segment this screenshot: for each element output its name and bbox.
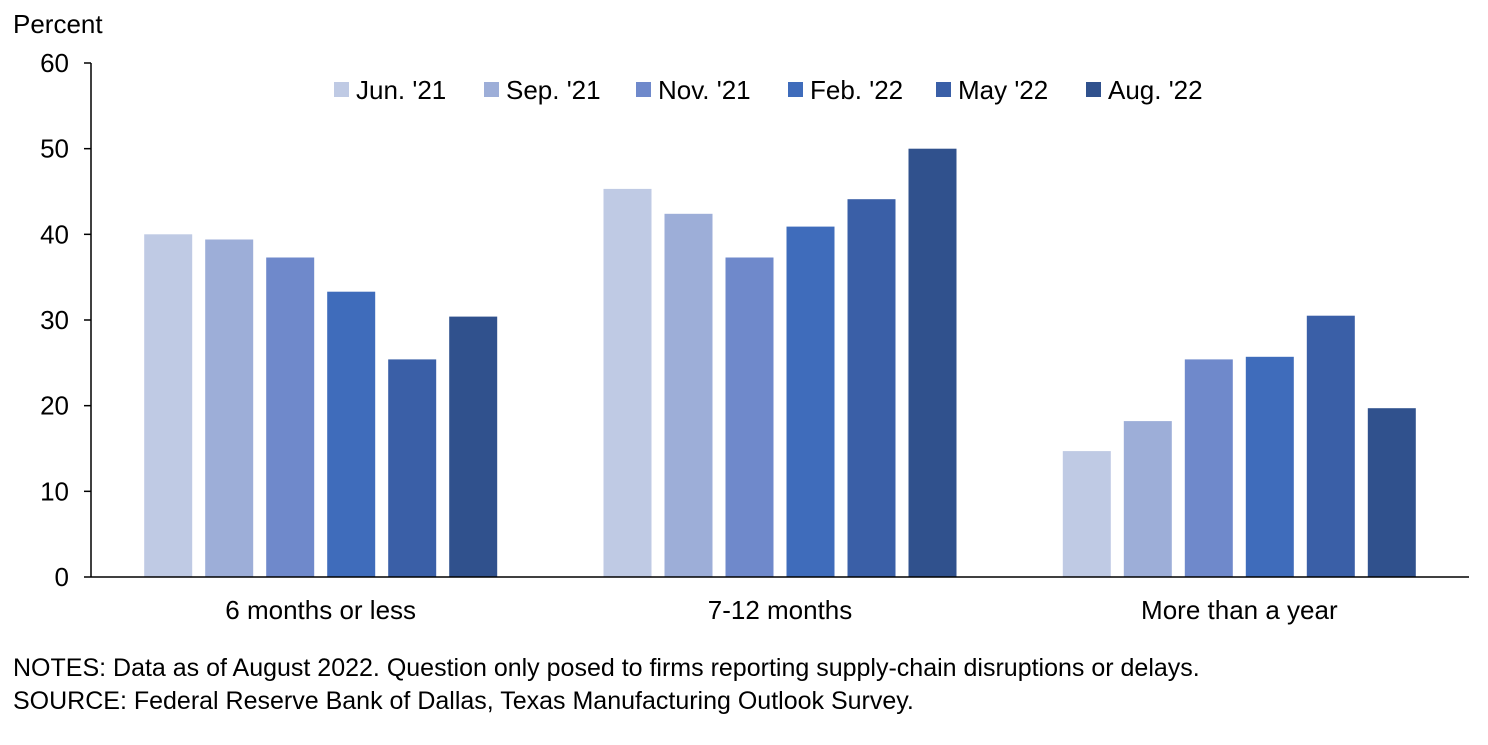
legend-label: Feb. '22: [810, 75, 903, 105]
x-category-label: 7-12 months: [708, 595, 853, 625]
bar: [144, 234, 193, 578]
category-labels: 6 months or less 7-12 months More than a y…: [225, 595, 1338, 625]
notes-block: NOTES: Data as of August 2022. Question …: [13, 652, 1200, 718]
bar: [847, 199, 896, 577]
legend-label: Aug. '22: [1108, 75, 1203, 105]
bar: [388, 359, 437, 577]
x-category-label: 6 months or less: [225, 595, 416, 625]
bar-chart: Percent 0 10 20 30 40 50 60 6 months or less 7-…: [13, 9, 1469, 625]
y-tick-label: 40: [40, 219, 69, 249]
bar: [1245, 356, 1294, 577]
legend-label: May '22: [958, 75, 1048, 105]
legend-label: Nov. '21: [658, 75, 751, 105]
legend-swatch: [1086, 82, 1101, 97]
y-tick-label: 30: [40, 305, 69, 335]
y-axis-title: Percent: [13, 9, 103, 39]
bar: [603, 188, 652, 577]
legend-swatch: [788, 82, 803, 97]
bar: [1184, 359, 1233, 577]
legend-swatch: [484, 82, 499, 97]
bar: [1062, 451, 1111, 577]
source-text: SOURCE: Federal Reserve Bank of Dallas, …: [13, 687, 914, 715]
y-tick-label: 20: [40, 391, 69, 421]
legend-label: Sep. '21: [506, 75, 601, 105]
legend: Jun. '21 Sep. '21 Nov. '21 Feb. '22 May '22 A…: [334, 75, 1203, 105]
bar: [449, 316, 498, 577]
bars: [144, 148, 1416, 578]
legend-label: Jun. '21: [356, 75, 446, 105]
bar: [664, 213, 713, 578]
bar: [1123, 421, 1172, 577]
legend-swatch: [334, 82, 349, 97]
bar: [205, 239, 254, 577]
bar: [327, 291, 376, 577]
bar: [1306, 315, 1355, 577]
x-category-label: More than a year: [1141, 595, 1338, 625]
legend-swatch: [636, 82, 651, 97]
bar: [908, 148, 957, 577]
y-axis-ticks: 0 10 20 30 40 50 60: [40, 48, 91, 592]
bar: [725, 257, 774, 577]
bar: [1367, 408, 1416, 577]
y-tick-label: 10: [40, 476, 69, 506]
y-tick-label: 0: [55, 562, 69, 592]
y-tick-label: 50: [40, 134, 69, 164]
bar: [266, 257, 315, 577]
y-tick-label: 60: [40, 48, 69, 78]
legend-swatch: [936, 82, 951, 97]
bar: [786, 226, 835, 577]
notes-text: NOTES: Data as of August 2022. Question …: [13, 654, 1200, 682]
